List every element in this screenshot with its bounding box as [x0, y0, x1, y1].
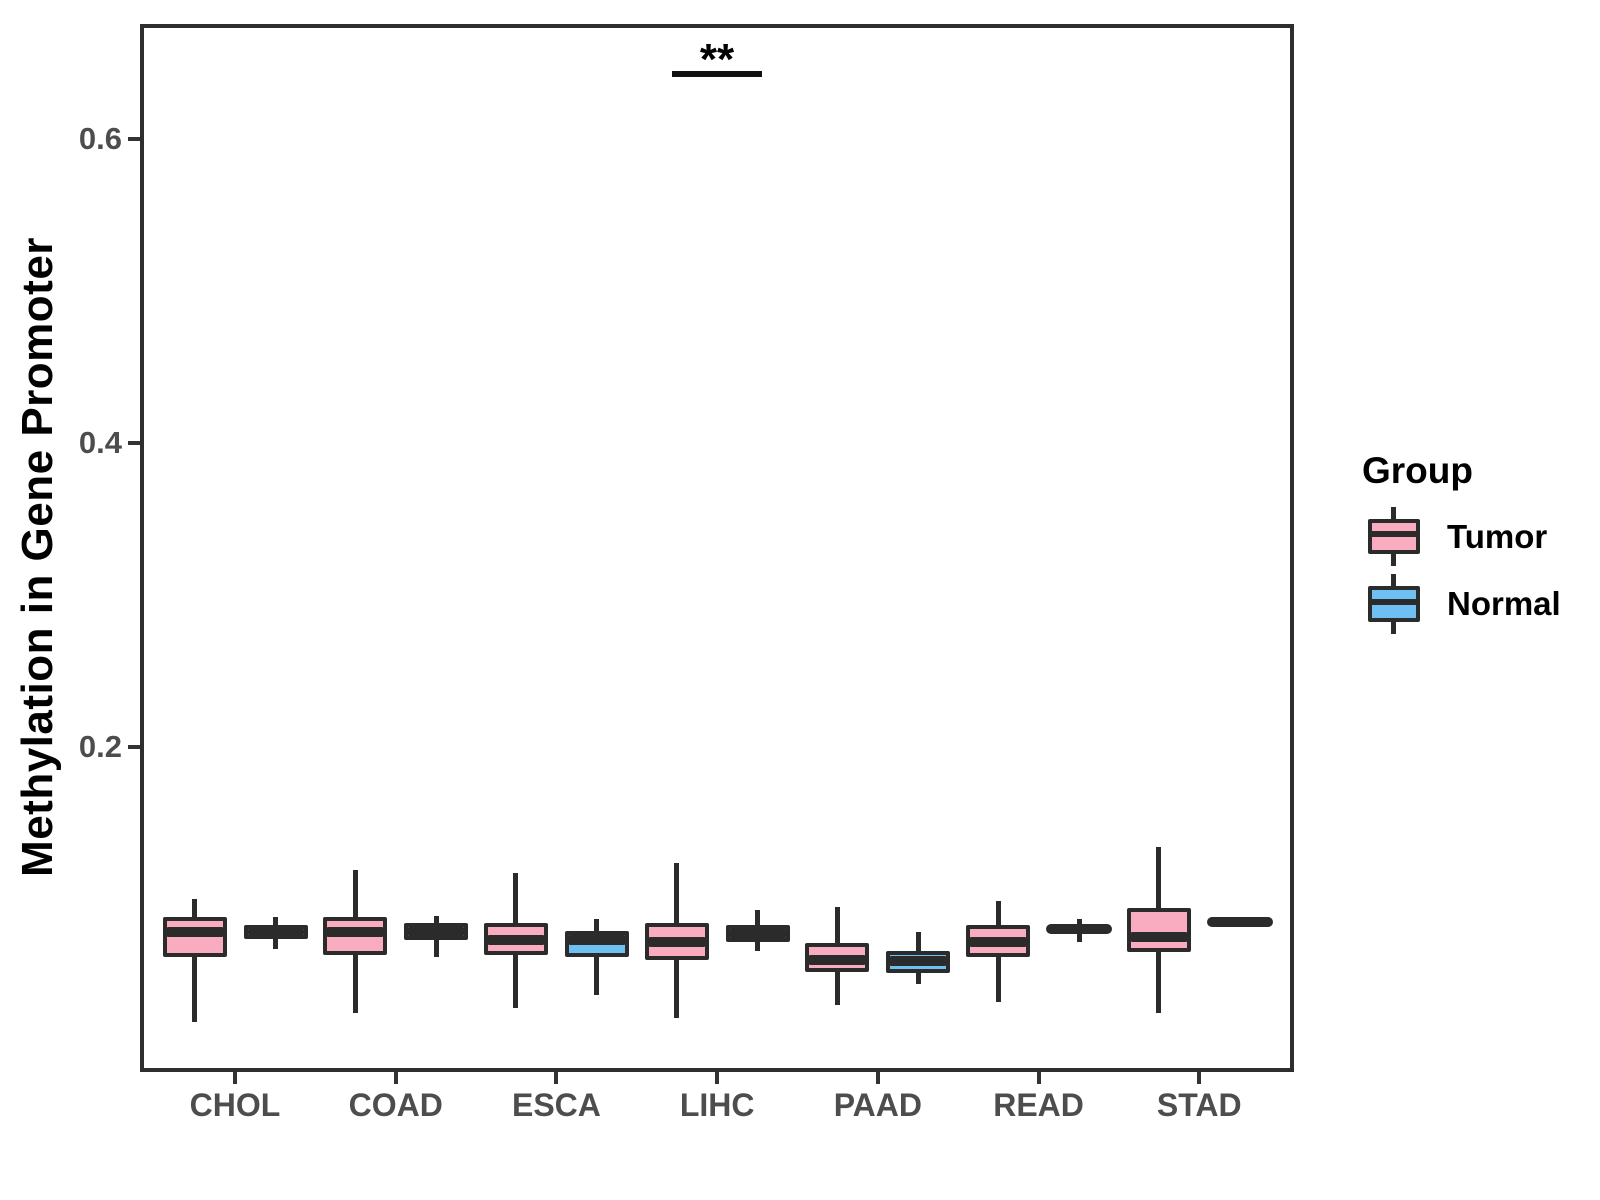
x-tick-label-stad: STAD — [1156, 1087, 1242, 1123]
median-line-lihc-tumor — [648, 936, 705, 947]
legend-box-normal — [1368, 586, 1420, 622]
median-line-coad-normal — [408, 927, 465, 937]
x-tick-label-chol: CHOL — [189, 1087, 281, 1123]
median-line-read-tumor — [970, 936, 1027, 947]
x-tick-mark-lihc — [715, 1072, 720, 1084]
x-tick-mark-read — [1036, 1072, 1041, 1084]
legend-median-line — [1372, 531, 1416, 537]
x-tick-label-read: READ — [993, 1087, 1084, 1123]
x-tick-label-coad: COAD — [348, 1087, 443, 1123]
whisker-esca-normal — [594, 918, 600, 995]
legend-label-tumor: Tumor — [1447, 518, 1548, 555]
boxplot-read-normal — [1046, 924, 1113, 935]
significance-bar — [672, 71, 762, 77]
x-tick-mark-esca — [554, 1072, 559, 1084]
legend-whisker — [1391, 507, 1396, 519]
y-tick-mark — [128, 137, 140, 141]
legend-title: Group — [1362, 450, 1473, 491]
y-tick-label: 0.2 — [78, 729, 122, 764]
x-tick-mark-stad — [1197, 1072, 1202, 1084]
median-line-esca-tumor — [487, 935, 544, 946]
y-tick-mark — [128, 745, 140, 749]
legend-whisker — [1391, 622, 1396, 634]
y-tick-mark — [128, 441, 140, 445]
plot-panel — [140, 24, 1294, 1072]
whisker-chol-tumor — [192, 899, 197, 1023]
median-line-paad-tumor — [809, 954, 866, 965]
median-line-chol-normal — [247, 928, 304, 935]
median-line-stad-tumor — [1130, 932, 1187, 942]
normal-legend-swatch — [1368, 574, 1420, 634]
legend-label-normal: Normal — [1447, 585, 1561, 622]
x-tick-mark-coad — [393, 1072, 398, 1084]
y-tick-label: 0.4 — [78, 425, 122, 460]
median-line-esca-normal — [568, 934, 625, 945]
boxplot-stad-normal — [1206, 916, 1273, 927]
boxplot-stad-tumor — [1126, 908, 1191, 953]
y-axis-title: Methylation in Gene Promoter — [13, 237, 62, 877]
median-line-chol-tumor — [166, 927, 223, 938]
x-tick-label-esca: ESCA — [511, 1087, 601, 1123]
median-line-coad-tumor — [327, 927, 384, 938]
median-line-paad-normal — [890, 956, 947, 967]
tumor-legend-swatch — [1368, 507, 1420, 566]
x-tick-label-paad: PAAD — [833, 1087, 922, 1123]
y-tick-label: 0.6 — [78, 121, 122, 156]
legend-whisker — [1391, 554, 1396, 566]
median-line-lihc-normal — [729, 928, 786, 938]
x-tick-mark-paad — [875, 1072, 880, 1084]
x-tick-label-lihc: LIHC — [679, 1087, 755, 1123]
legend-whisker — [1391, 574, 1396, 586]
x-tick-mark-chol — [233, 1072, 237, 1084]
legend-median-line — [1372, 599, 1416, 605]
